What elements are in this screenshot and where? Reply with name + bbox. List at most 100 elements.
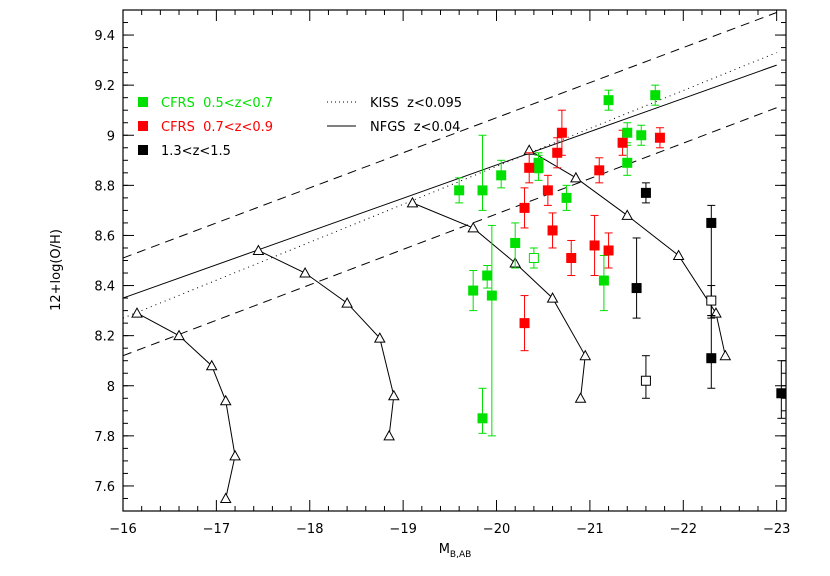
data-point: [552, 147, 563, 158]
open-data-point: [640, 375, 651, 386]
data-point: [706, 353, 717, 364]
model-track-triangle: [252, 244, 265, 255]
data-point: [524, 162, 535, 173]
model-track-triangle: [406, 196, 419, 208]
legend-marker-cfrs-high: [138, 121, 148, 131]
data-point: [598, 275, 609, 286]
y-tick-label: 7.6: [94, 480, 115, 495]
model-tracks: [131, 144, 732, 503]
model-track-triangle: [299, 266, 311, 278]
data-point: [519, 318, 530, 329]
x-tick-label: −21: [576, 522, 603, 537]
y-tick-label: 8.6: [94, 229, 115, 244]
model-track-triangle: [229, 449, 241, 461]
legend-label-highz: 1.3<z<1.5: [161, 144, 231, 159]
legend: CFRS 0.5<z<0.7 CFRS 0.7<z<0.9 1.3<z<1.5 …: [138, 96, 462, 159]
x-axis-label-main: M: [439, 542, 450, 557]
data-point: [533, 157, 544, 168]
model-track-line: [412, 202, 586, 399]
x-axis-label-sub: B,AB: [450, 550, 471, 560]
data-point: [617, 137, 628, 148]
model-track-line: [258, 250, 395, 436]
plot-frame: [122, 9, 787, 512]
data-point: [603, 245, 614, 256]
data-point: [636, 130, 647, 141]
legend-label-cfrs-high: CFRS 0.7<z<0.9: [161, 120, 273, 135]
model-track-triangle: [719, 349, 732, 361]
model-track-triangle: [546, 292, 559, 303]
data-point: [640, 187, 651, 198]
data-point: [631, 283, 642, 294]
data-point: [468, 285, 479, 296]
model-track-triangle: [219, 394, 232, 406]
open-data-point: [706, 295, 717, 306]
x-tick-label: −17: [203, 522, 230, 537]
model-track-triangle: [467, 221, 480, 233]
data-point: [496, 170, 507, 181]
model-track-triangle: [373, 332, 386, 343]
model-track-triangle: [579, 349, 592, 361]
data-point: [594, 165, 605, 176]
y-tick-label: 8.4: [94, 280, 115, 295]
y-tick-label: 8.2: [94, 330, 115, 345]
model-track-triangle: [387, 389, 400, 401]
y-tick-label: 9: [107, 129, 115, 144]
x-axis-label: MB,AB: [439, 542, 472, 560]
data-point: [622, 157, 633, 168]
data-point: [556, 127, 567, 138]
data-point: [486, 290, 497, 301]
legend-marker-highz: [138, 145, 148, 155]
legend-label-cfrs-mid: CFRS 0.5<z<0.7: [161, 96, 273, 111]
legend-marker-cfrs-mid: [138, 97, 148, 107]
model-track-triangle: [205, 359, 218, 371]
y-tick-label: 8.8: [94, 179, 115, 194]
data-point: [566, 252, 577, 263]
model-track-line: [136, 312, 236, 499]
data-point: [477, 185, 488, 196]
x-tick-label: −20: [483, 522, 510, 537]
data-point: [603, 95, 614, 106]
reference-line-dashed: [123, 12, 777, 259]
data-point: [454, 185, 465, 196]
y-tick-label: 8: [107, 380, 115, 395]
y-axis-label: 12+log(O/H): [49, 229, 64, 311]
y-tick-label: 7.8: [94, 430, 115, 445]
data-point: [477, 413, 488, 424]
axis-ticks: −16 −17 −18 −19 −20 −21 −22 −23 7.6 7.8 8 8.2 8.4 8.6…: [94, 9, 790, 537]
x-tick-label: −16: [109, 522, 136, 537]
model-track-line: [528, 149, 726, 356]
data-point: [542, 185, 553, 196]
x-tick-label: −18: [296, 522, 323, 537]
data-point: [482, 270, 493, 281]
data-point: [589, 240, 600, 251]
open-data-point: [528, 252, 539, 263]
legend-label-kiss: KISS z<0.095: [370, 96, 462, 111]
reference-lines: [123, 12, 777, 357]
y-tick-label: 9.2: [94, 79, 115, 94]
data-point: [533, 162, 544, 173]
data-point: [650, 90, 661, 101]
reference-line-solid: [123, 64, 777, 299]
data-point: [547, 225, 558, 236]
data-point: [776, 388, 787, 399]
model-track-triangle: [173, 329, 185, 341]
data-point: [561, 192, 572, 203]
y-tick-label: 9.4: [94, 29, 115, 44]
data-point: [706, 217, 717, 228]
data-point: [622, 127, 633, 138]
data-point: [519, 202, 530, 213]
model-track-triangle: [131, 307, 143, 318]
model-track-triangle: [574, 392, 587, 403]
model-track-triangle: [672, 249, 685, 260]
x-tick-label: −23: [763, 522, 790, 537]
model-track-triangle: [383, 429, 395, 441]
reference-line-dotted: [123, 52, 777, 319]
reference-line-dashed: [123, 107, 777, 357]
legend-label-nfgs: NFGS z<0.04: [370, 120, 460, 135]
model-track-triangle: [621, 209, 634, 220]
data-point: [654, 132, 665, 143]
model-track-triangle: [341, 297, 353, 308]
x-tick-label: −22: [670, 522, 697, 537]
error-bars: [455, 84, 786, 437]
